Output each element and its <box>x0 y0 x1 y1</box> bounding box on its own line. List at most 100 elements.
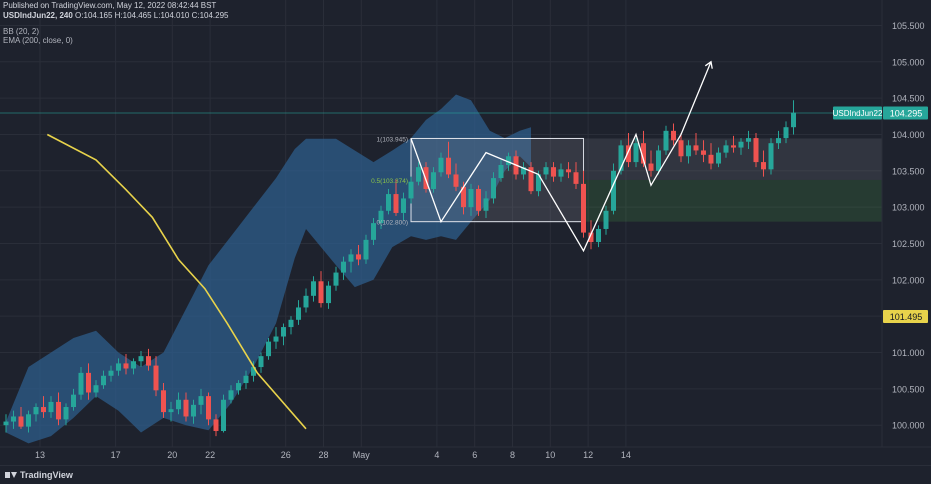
x-tick-label: 4 <box>434 450 439 460</box>
candle-body <box>656 150 661 171</box>
candle-body <box>3 421 9 426</box>
x-tick-label: 6 <box>472 450 477 460</box>
candle-body <box>618 145 624 171</box>
candle-body <box>551 167 556 177</box>
candle-body <box>363 239 369 260</box>
candle-body <box>288 319 294 328</box>
candle-body <box>191 404 196 417</box>
candle-body <box>236 383 241 391</box>
candle-body <box>116 363 121 371</box>
candle-body <box>573 172 579 184</box>
candle-body <box>566 169 571 173</box>
candle-body <box>723 145 729 153</box>
y-tick-label: 101.000 <box>892 348 925 358</box>
candle-body <box>476 188 481 211</box>
candle-body <box>318 281 324 304</box>
candle-body <box>753 138 759 163</box>
candle-body <box>18 416 24 427</box>
candle-body <box>626 145 631 163</box>
x-tick-label: 14 <box>621 450 631 460</box>
ema-value-tag <box>883 310 928 324</box>
candle-body <box>311 281 316 296</box>
x-tick-label: 12 <box>583 450 593 460</box>
brand-name: TradingView <box>20 470 73 480</box>
bollinger-band-fill <box>6 94 531 444</box>
candle-body <box>123 363 129 369</box>
candle-body <box>63 407 69 420</box>
candle-body <box>183 399 189 417</box>
candle-body <box>543 167 549 175</box>
candle-body <box>536 174 541 192</box>
tradingview-icon <box>5 471 17 479</box>
y-tick-label: 105.500 <box>892 21 925 31</box>
ema-value-text: 101.495 <box>890 312 923 322</box>
candle-body <box>393 194 399 213</box>
time-axis <box>0 447 931 465</box>
candle-body <box>558 169 564 177</box>
candle-body <box>341 261 346 273</box>
candles <box>3 100 796 437</box>
candle-body <box>86 372 91 393</box>
candle-body <box>386 194 391 211</box>
fib-label: 0.5(103.374) <box>371 178 408 185</box>
candle-body <box>213 419 219 432</box>
candle-body <box>506 156 511 165</box>
ema-line <box>46 133 307 430</box>
y-tick-label: 103.500 <box>892 166 925 176</box>
candle-body <box>326 285 331 304</box>
candle-body <box>303 295 309 308</box>
fib-label: 1(103.945) <box>377 136 408 143</box>
candle-body <box>108 370 114 376</box>
candle-body <box>198 396 204 405</box>
indicator-ema[interactable]: EMA (200, close, 0) <box>3 36 73 45</box>
candle-body <box>693 145 699 151</box>
symbol-interval: USDIndJun22, 240 <box>3 11 73 20</box>
arrow-head <box>704 60 713 69</box>
candle-body <box>356 254 361 260</box>
x-tick-label: 26 <box>281 450 291 460</box>
indicator-bb[interactable]: BB (20, 2) <box>3 27 40 36</box>
bollinger-bands <box>6 94 531 444</box>
candle-body <box>176 399 181 410</box>
candle-body <box>93 385 99 393</box>
candle-body <box>498 164 504 179</box>
y-tick-label: 103.000 <box>892 203 925 213</box>
y-tick-label: 100.000 <box>892 421 925 431</box>
candle-body <box>416 167 421 182</box>
fib-label: 0(102.800) <box>377 220 408 227</box>
candle-body <box>791 112 796 128</box>
candle-body <box>251 367 256 376</box>
candle-body <box>521 167 526 175</box>
candle-body <box>528 167 534 192</box>
candle-body <box>701 150 706 155</box>
range-zones <box>0 112 882 223</box>
symbol-line: USDIndJun22, 240 O:104.165 H:104.465 L:1… <box>3 11 229 20</box>
candle-body <box>731 145 736 148</box>
candle-body <box>761 162 766 170</box>
candle-body <box>266 341 271 357</box>
candle-body <box>26 414 31 427</box>
candle-body <box>168 409 174 413</box>
axes: 105.500 105.000 104.500 104.000 103.500 103.0… <box>0 0 931 465</box>
candle-body <box>746 138 751 142</box>
ohlc-values: O:104.165 H:104.465 L:104.010 C:104.295 <box>75 11 229 20</box>
candle-body <box>101 375 106 386</box>
candle-body <box>221 399 226 432</box>
tradingview-logo[interactable]: TradingView <box>5 470 73 480</box>
candle-body <box>371 223 376 240</box>
candle-body <box>48 401 54 413</box>
candle-body <box>671 130 676 141</box>
candle-body <box>483 198 489 211</box>
y-tick-label: 100.500 <box>892 384 925 394</box>
candle-body <box>738 141 744 148</box>
footer: TradingView <box>0 465 931 484</box>
x-tick-label: 13 <box>35 450 45 460</box>
candle-body <box>423 167 429 189</box>
annotations: 1(103.945) 0.5(103.374) 0(102.800) <box>371 60 713 253</box>
candle-body <box>71 394 76 408</box>
candle-body <box>206 396 211 420</box>
candle-body <box>783 127 789 139</box>
x-tick-label: 28 <box>318 450 328 460</box>
